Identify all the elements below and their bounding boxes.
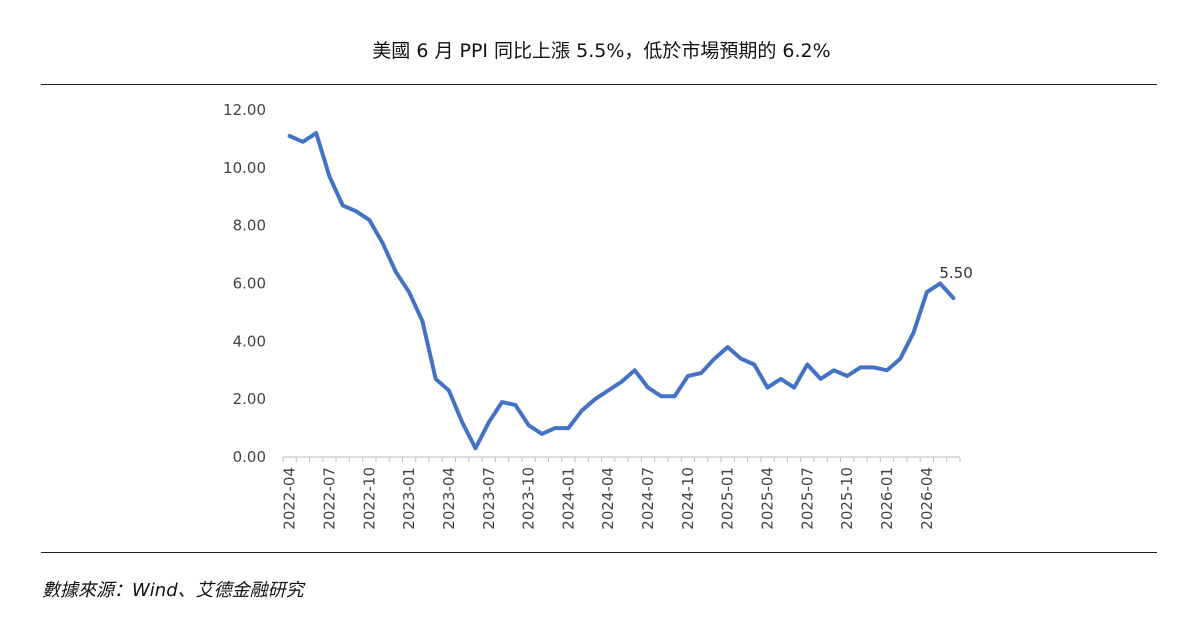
y-tick-label: 6.00 (233, 275, 266, 293)
y-tick-label: 12.00 (223, 101, 266, 119)
x-tick-label: 2022-04 (281, 467, 299, 530)
x-tick-label: 2023-07 (480, 467, 498, 530)
bottom-divider (41, 552, 1157, 553)
x-tick-label: 2025-07 (798, 467, 816, 530)
y-axis: 0.00 2.00 4.00 6.00 8.00 10.00 12.00 (223, 101, 266, 466)
x-tick-label: 2024-07 (639, 467, 657, 530)
y-tick-label: 2.00 (233, 390, 266, 408)
y-tick-label: 4.00 (233, 332, 266, 350)
x-tick-label: 2023-04 (440, 467, 458, 530)
series-layer (287, 131, 956, 451)
y-tick-label: 0.00 (233, 448, 266, 466)
x-tick-label: 2025-04 (759, 467, 777, 530)
x-tick-label: 2026-01 (878, 467, 896, 530)
x-tick-label: 2022-07 (320, 467, 338, 530)
x-tick-label: 2026-04 (918, 467, 936, 530)
series-line (287, 131, 956, 451)
x-tick-label: 2022-10 (360, 467, 378, 530)
y-tick-label: 10.00 (223, 159, 266, 177)
chart-title: 美國 6 月 PPI 同比上漲 5.5%，低於市場預期的 6.2% (372, 40, 831, 62)
source-note: 數據來源：Wind、艾德金融研究 (42, 580, 304, 601)
x-tick-label: 2024-04 (599, 467, 617, 530)
top-divider (41, 84, 1157, 85)
x-tick-label: 2025-10 (838, 467, 856, 530)
x-tick-label: 2024-10 (679, 467, 697, 530)
x-tick-label: 2025-01 (719, 467, 737, 530)
x-tick-label: 2023-10 (520, 467, 538, 530)
data-label: 5.50 (939, 264, 972, 282)
x-axis: 2022-04 2022-07 2022-10 2023-01 2023-04 2023-… (281, 456, 961, 530)
x-tick-label: 2024-01 (559, 467, 577, 530)
x-tick-label: 2023-01 (400, 467, 418, 530)
data-labels: 5.50 (939, 264, 972, 282)
y-tick-label: 8.00 (233, 217, 266, 235)
